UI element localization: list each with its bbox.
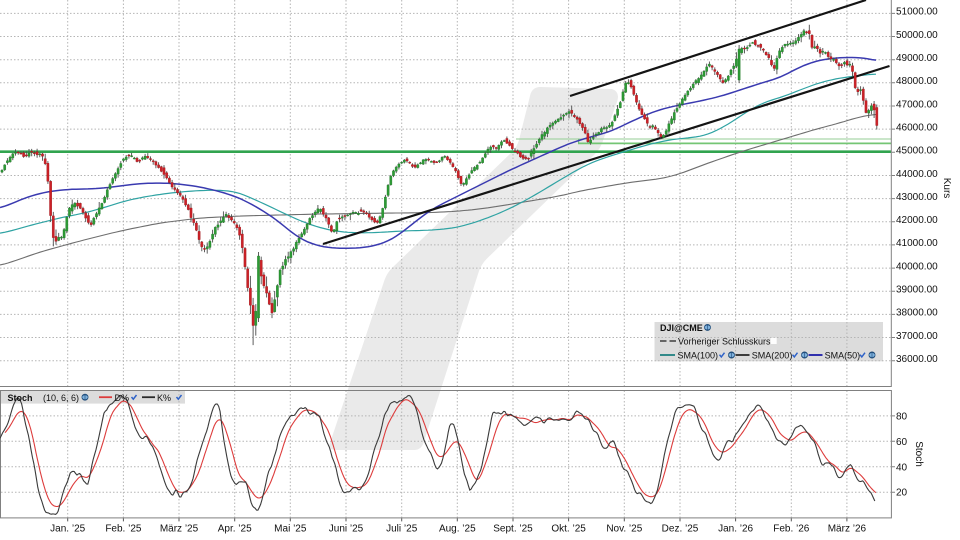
svg-text:37000.00: 37000.00 (896, 331, 938, 342)
svg-text:20: 20 (896, 488, 908, 499)
svg-text:Aug. ’25: Aug. ’25 (439, 524, 476, 535)
svg-text:42000.00: 42000.00 (896, 215, 938, 226)
svg-text:47000.00: 47000.00 (896, 99, 938, 110)
svg-text:Kurs: Kurs (941, 178, 952, 199)
svg-text:Stoch: Stoch (8, 393, 33, 403)
svg-text:48000.00: 48000.00 (896, 76, 938, 87)
svg-text:Vorheriger Schlusskurs: Vorheriger Schlusskurs (678, 336, 771, 346)
svg-text:Feb. ’25: Feb. ’25 (105, 524, 142, 535)
svg-text:SMA(100): SMA(100) (678, 350, 719, 360)
svg-text:DJI@CME: DJI@CME (660, 323, 703, 333)
svg-text:Jan. ’26: Jan. ’26 (718, 524, 753, 535)
svg-text:80: 80 (896, 411, 908, 422)
svg-text:SMA(200): SMA(200) (752, 350, 793, 360)
svg-text:45000.00: 45000.00 (896, 146, 938, 157)
svg-text:(10, 6, 6): (10, 6, 6) (43, 393, 79, 403)
svg-text:SMA(50): SMA(50) (825, 350, 861, 360)
svg-text:Stoch: Stoch (913, 441, 924, 467)
svg-text:43000.00: 43000.00 (896, 192, 938, 203)
svg-text:49000.00: 49000.00 (896, 53, 938, 64)
svg-text:Jan. ’25: Jan. ’25 (50, 524, 85, 535)
svg-text:51000.00: 51000.00 (896, 7, 938, 18)
svg-text:50000.00: 50000.00 (896, 30, 938, 41)
svg-text:41000.00: 41000.00 (896, 238, 938, 249)
svg-text:Juli ’25: Juli ’25 (386, 524, 418, 535)
svg-text:Sept. ’25: Sept. ’25 (493, 524, 533, 535)
svg-text:Juni ’25: Juni ’25 (329, 524, 364, 535)
svg-text:44000.00: 44000.00 (896, 169, 938, 180)
svg-text:38000.00: 38000.00 (896, 308, 938, 319)
svg-text:Okt. ’25: Okt. ’25 (551, 524, 586, 535)
svg-text:Nov. ’25: Nov. ’25 (606, 524, 642, 535)
svg-text:März ’25: März ’25 (160, 524, 199, 535)
svg-text:Feb. ’26: Feb. ’26 (773, 524, 810, 535)
svg-text:Mai ’25: Mai ’25 (274, 524, 307, 535)
svg-text:K%: K% (157, 393, 171, 403)
svg-text:46000.00: 46000.00 (896, 122, 938, 133)
svg-text:Dez. ’25: Dez. ’25 (662, 524, 699, 535)
svg-text:36000.00: 36000.00 (896, 354, 938, 365)
svg-text:40000.00: 40000.00 (896, 261, 938, 272)
svg-text:D%: D% (115, 393, 130, 403)
svg-text:39000.00: 39000.00 (896, 285, 938, 296)
svg-text:März ’26: März ’26 (828, 524, 867, 535)
svg-text:Apr. ’25: Apr. ’25 (218, 524, 252, 535)
svg-text:60: 60 (896, 437, 908, 448)
svg-text:40: 40 (896, 462, 908, 473)
